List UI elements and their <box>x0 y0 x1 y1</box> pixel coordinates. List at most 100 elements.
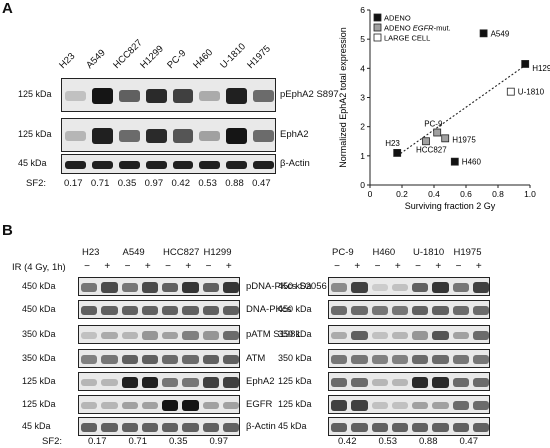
blot-band <box>81 305 98 316</box>
blot-band <box>141 401 158 410</box>
sf2-value: 0.42 <box>338 436 357 447</box>
y-tick-label: 3 <box>360 93 365 103</box>
x-tick-label: 0.2 <box>396 189 408 199</box>
blot-band <box>162 305 179 316</box>
blot-band <box>101 355 118 364</box>
blot-band <box>391 306 408 315</box>
lane-label: A549 <box>84 47 108 71</box>
ir-plus: + <box>435 261 442 272</box>
sf2-value: 0.17 <box>64 178 83 189</box>
blot-band <box>141 354 158 365</box>
ir-plus: + <box>225 261 232 272</box>
western-blot <box>78 395 240 414</box>
blot-band <box>226 128 248 144</box>
blot-band <box>162 399 179 412</box>
blot-band <box>145 161 167 169</box>
legend-entry: LARGE CELL <box>384 34 430 43</box>
blot-band <box>472 330 489 341</box>
lane-label: PC-9 <box>164 47 188 71</box>
lane-label: H23 <box>82 247 100 258</box>
blot-band <box>202 377 219 388</box>
blot-band <box>432 330 449 341</box>
blot-band <box>222 377 239 388</box>
blot-band <box>222 401 239 410</box>
blot-band <box>182 354 199 365</box>
blot-band <box>202 331 219 340</box>
blot-band <box>351 422 368 433</box>
legend-entry: ADENO <box>384 14 411 23</box>
data-point <box>506 87 515 96</box>
sf2-value: 0.71 <box>90 178 110 189</box>
blot-band <box>162 331 179 340</box>
blot-band <box>331 377 348 388</box>
blot-band <box>472 305 489 316</box>
x-axis-label: Surviving fraction 2 Gy <box>405 201 496 211</box>
kda-label: 45 kDa <box>18 158 47 168</box>
blot-band <box>412 305 429 316</box>
point-label: PC-9 <box>424 120 443 129</box>
kda-label: 125 kDa <box>22 376 56 386</box>
lane-label: H1299 <box>203 247 232 258</box>
blot-band <box>351 400 368 411</box>
blot-label: ATM <box>246 353 266 364</box>
sf2-value: 0.35 <box>169 436 188 447</box>
point-label: H1299 <box>532 64 550 73</box>
data-point <box>441 134 450 143</box>
blot-band <box>371 422 388 433</box>
blot-band <box>253 161 274 169</box>
blot-band <box>91 128 113 144</box>
legend-swatch <box>373 23 382 32</box>
western-blot <box>328 395 490 414</box>
blot-band <box>101 305 118 316</box>
x-tick-label: 1.0 <box>524 189 536 199</box>
blot-band <box>121 305 138 316</box>
blot-band <box>145 128 167 144</box>
sf2-value: 0.47 <box>459 436 479 447</box>
blot-band <box>452 400 469 411</box>
western-blot <box>78 277 240 296</box>
legend-entry: ADENO EGFR-mut. <box>384 24 451 33</box>
sf2-value: 0.71 <box>128 436 148 447</box>
blot-band <box>199 161 221 169</box>
point-label: U-1810 <box>518 88 545 97</box>
western-blot <box>61 118 276 152</box>
blot-band <box>101 422 118 433</box>
data-point <box>433 128 442 137</box>
panel-a-letter: A <box>2 0 13 17</box>
point-label: H23 <box>385 139 400 148</box>
y-tick-label: 0 <box>360 180 365 190</box>
lane-label: H1975 <box>245 43 273 71</box>
sf2-value: 0.97 <box>209 436 229 447</box>
legend-label: ADENO <box>384 14 411 23</box>
kda-label: 125 kDa <box>278 399 312 409</box>
blot-band <box>222 422 239 433</box>
blot-band <box>182 282 199 293</box>
ir-plus: + <box>354 261 361 272</box>
blot-band <box>162 378 179 387</box>
blot-band <box>331 331 348 340</box>
blot-band <box>162 422 179 433</box>
blot-label: β-Actin <box>280 158 310 169</box>
x-tick-label: 0.6 <box>460 189 472 199</box>
kda-label: 45 kDa <box>278 421 307 431</box>
blot-band <box>121 283 138 292</box>
blot-band <box>91 88 113 104</box>
kda-label: 350 kDa <box>278 353 312 363</box>
blot-band <box>182 399 199 412</box>
blot-band <box>391 331 408 340</box>
blot-band <box>101 401 118 410</box>
blot-band <box>141 331 158 340</box>
blot-band <box>351 355 368 364</box>
ir-minus: − <box>84 261 90 272</box>
blot-band <box>452 331 469 340</box>
lane-label: H460 <box>372 247 396 258</box>
y-tick-label: 4 <box>360 63 365 73</box>
data-point <box>479 29 488 38</box>
legend-label: ADENO <box>384 24 413 33</box>
blot-band <box>222 305 239 316</box>
blot-band <box>432 354 449 365</box>
sf2-value: 0.42 <box>171 178 191 189</box>
western-blot <box>78 372 240 391</box>
kda-label: 125 kDa <box>278 376 312 386</box>
ir-minus: − <box>455 261 462 272</box>
